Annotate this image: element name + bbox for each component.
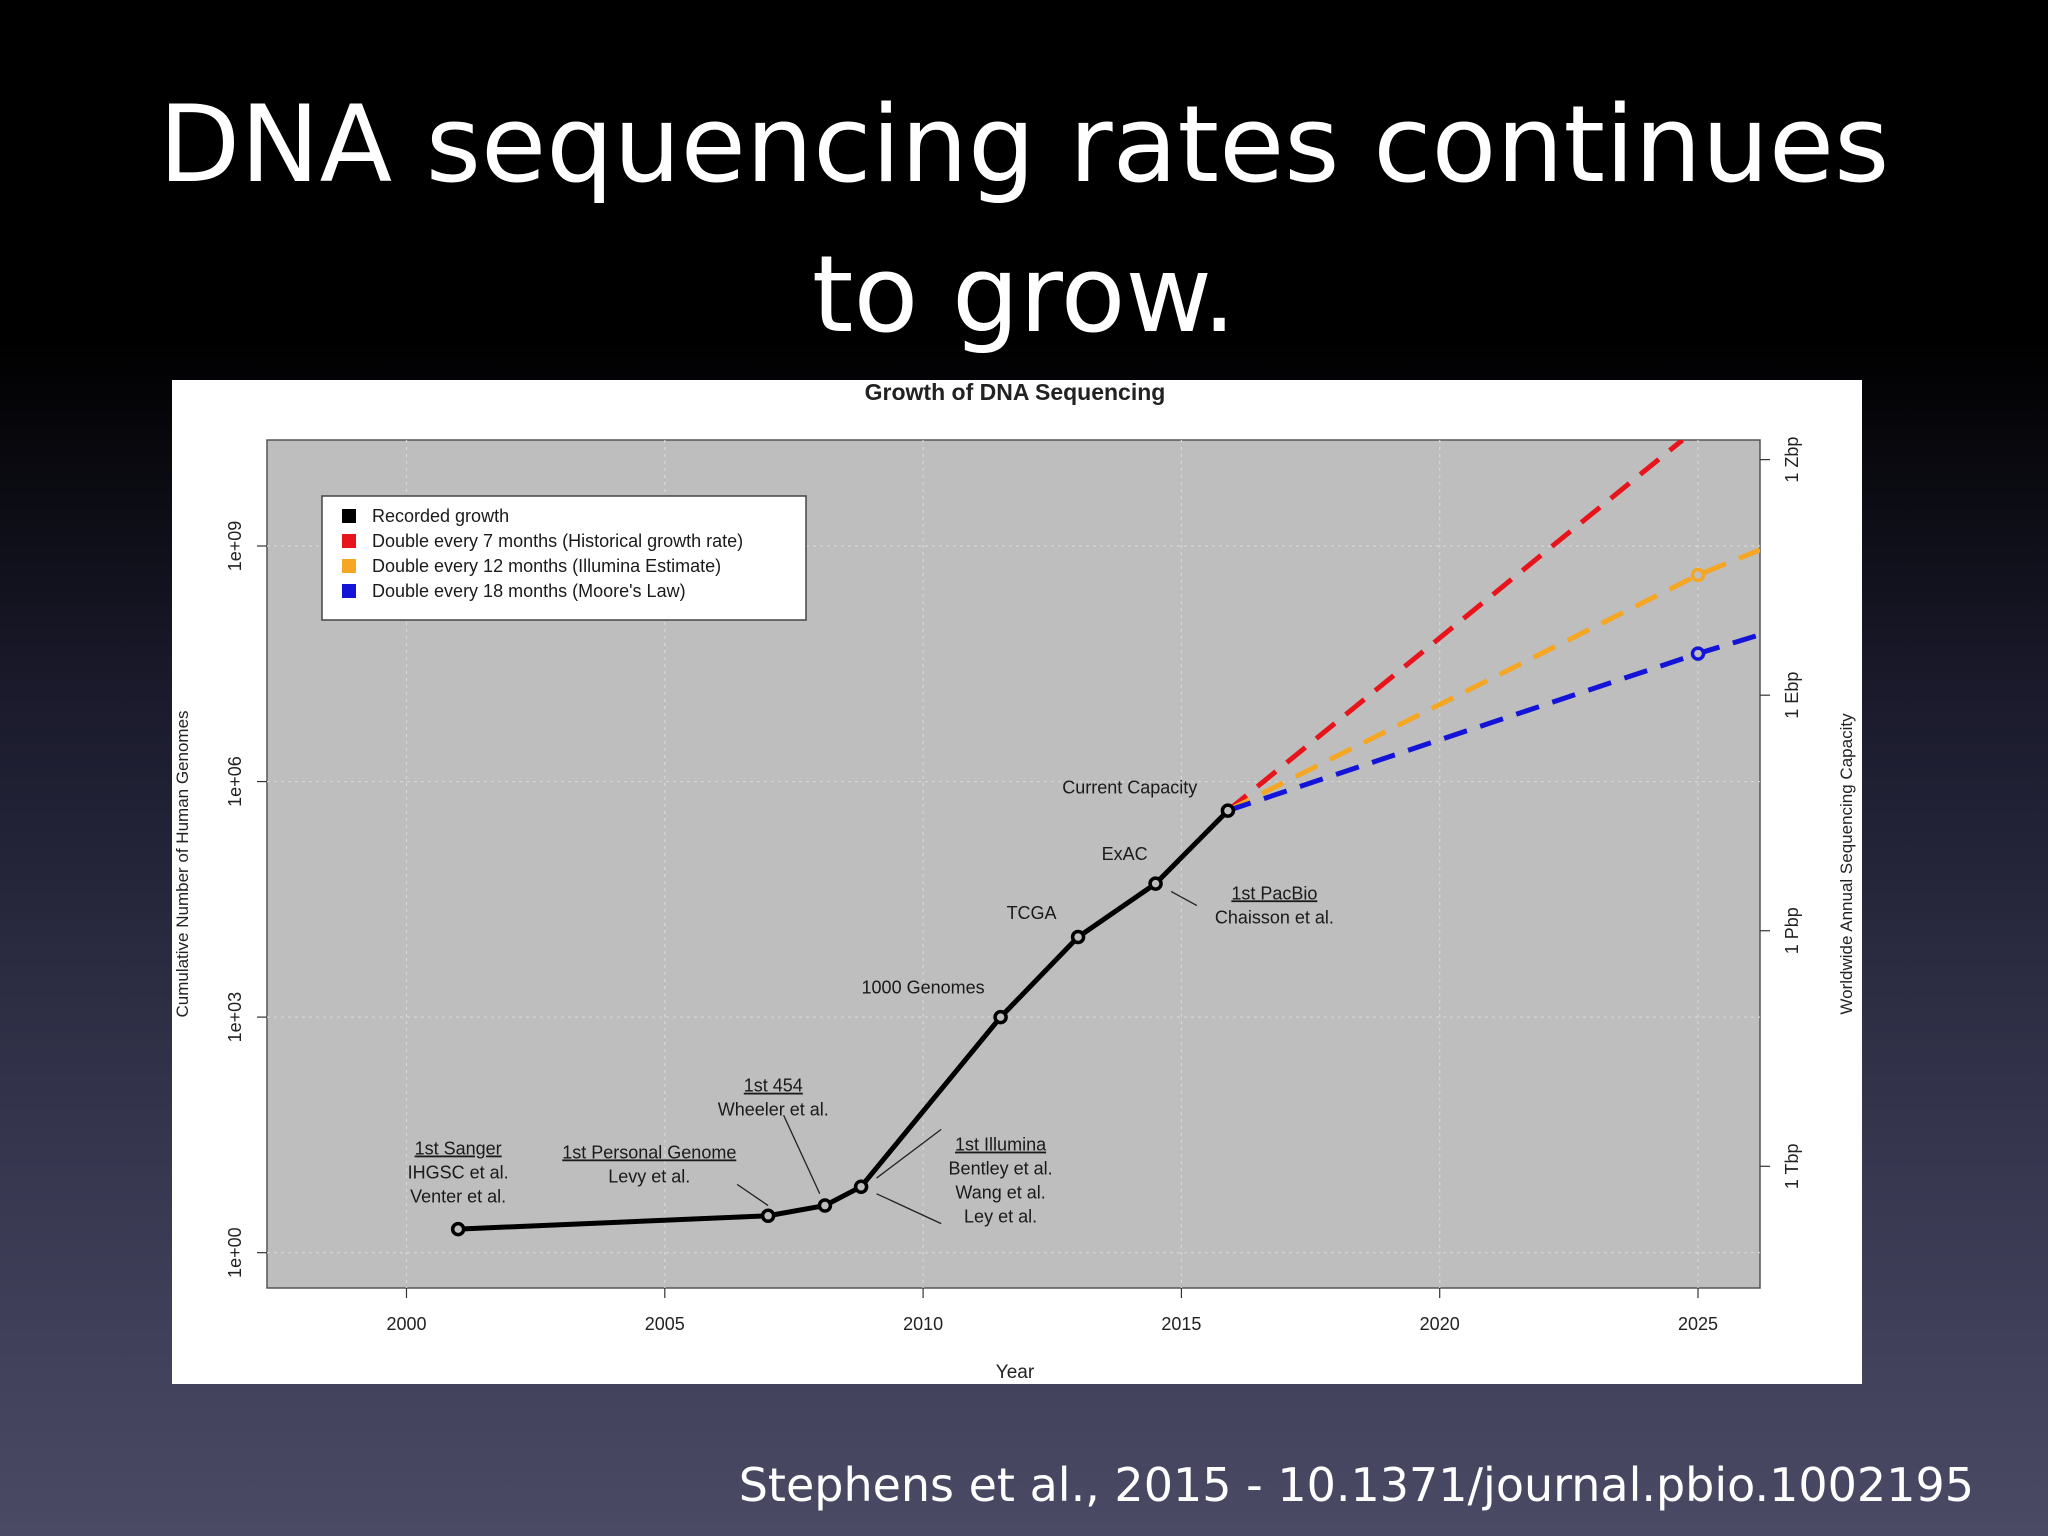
annotation-1-line-0: 1st Personal Genome [562, 1142, 736, 1162]
y-tick-label-0: 1e+00 [225, 1227, 245, 1278]
slide-title: DNA sequencing rates continues to grow. [0, 70, 2048, 370]
annotation-0-line-0: 1st Sanger [415, 1139, 502, 1159]
annotation-6: Current Capacity [1062, 777, 1197, 797]
y-axis-label: Cumulative Number of Human Genomes [173, 710, 192, 1017]
y-tick-label-2: 1e+06 [225, 756, 245, 807]
y2-tick-label-3: 1 Zbp [1782, 437, 1802, 483]
annotation-5-line-0: ExAC [1102, 844, 1148, 864]
legend-label-0: Recorded growth [372, 506, 509, 526]
data-point-5 [1070, 929, 1086, 945]
leader-line-1 [783, 1114, 821, 1195]
annotation-5: ExAC [1102, 844, 1148, 864]
leader-line-0 [736, 1183, 769, 1207]
slide-title-line-1: DNA sequencing rates continues [158, 83, 1890, 206]
x-tick-label-5: 2025 [1678, 1314, 1718, 1334]
citation: Stephens et al., 2015 - 10.1371/journal.… [738, 1458, 1974, 1512]
leader-line-3 [876, 1193, 942, 1225]
annotation-8-line-1: Bentley et al. [949, 1159, 1053, 1179]
annotation-2-line-1: Wheeler et al. [718, 1100, 829, 1120]
y-tick-label-3: 1e+09 [225, 521, 245, 572]
legend-box [321, 495, 807, 621]
annotation-2-line-0: 1st 454 [744, 1076, 803, 1096]
legend-swatch-1 [342, 534, 356, 548]
annotation-7-line-1: Chaisson et al. [1215, 907, 1334, 927]
y-tick-label-1: 1e+03 [225, 992, 245, 1043]
x-tick-label-1: 2005 [645, 1314, 685, 1334]
annotation-7-line-0: 1st PacBio [1231, 883, 1317, 903]
figure-panel: Growth of DNA Sequencing 2000 2005 2010 201… [172, 380, 1862, 1384]
slide-title-line-2: to grow. [811, 233, 1237, 356]
axes: 2000 2005 2010 2015 2020 2025 1e+00 1e+03 1e+06 1… [225, 437, 1802, 1334]
annotation-0: 1st Sanger IHGSC et al. Venter et al. [408, 1139, 509, 1207]
data-point-3 [853, 1179, 869, 1194]
legend-label-1: Double every 7 months (Historical growth… [372, 531, 743, 551]
growth-chart: Growth of DNA Sequencing 2000 2005 2010 201… [173, 380, 1856, 1383]
data-point-0 [450, 1221, 466, 1237]
annotation-1: 1st Personal Genome Levy et al. [562, 1142, 736, 1186]
annotation-8-line-0: 1st Illumina [955, 1135, 1047, 1155]
annotation-6-line-0: Current Capacity [1062, 777, 1197, 797]
data-point-1 [760, 1208, 776, 1224]
annotation-4: TCGA [1007, 903, 1057, 923]
legend-swatch-3 [342, 584, 356, 598]
x-axis-label: Year [996, 1362, 1035, 1383]
data-point-7 [1220, 803, 1236, 818]
data-point-4 [993, 1009, 1008, 1025]
series-line-2 [1226, 547, 1760, 813]
data-point-6 [1148, 876, 1163, 891]
annotation-3: 1000 Genomes [862, 978, 985, 998]
annotation-2: 1st 454 Wheeler et al. [718, 1076, 829, 1120]
x-tick-label-0: 2000 [386, 1314, 426, 1334]
annotation-0-line-1: IHGSC et al. [408, 1163, 509, 1183]
chart-title: Growth of DNA Sequencing [865, 380, 1166, 405]
annotation-3-line-0: 1000 Genomes [862, 978, 985, 998]
marker-layer [450, 567, 1706, 1237]
legend: Recorded growth Double every 7 months (Hi… [321, 495, 807, 621]
series-line-0 [458, 808, 1230, 1232]
data-point-2 [817, 1198, 833, 1213]
annotation-0-line-2: Venter et al. [410, 1187, 506, 1207]
y2-tick-label-1: 1 Pbp [1782, 907, 1802, 954]
y2-axis-label: Worldwide Annual Sequencing Capacity [1837, 713, 1856, 1015]
y2-tick-label-2: 1 Ebp [1782, 672, 1802, 719]
legend-swatch-0 [342, 509, 356, 523]
annotation-layer: 1st Sanger IHGSC et al. Venter et al. 1st P… [408, 777, 1334, 1226]
leader-layer [736, 890, 1198, 1225]
annotation-7: 1st PacBio Chaisson et al. [1215, 883, 1334, 927]
series-line-1 [1226, 440, 1685, 813]
leader-line-4 [1170, 890, 1198, 907]
annotation-8: 1st Illumina Bentley et al. Wang et al. Ley… [949, 1135, 1053, 1227]
x-tick-label-4: 2020 [1420, 1314, 1460, 1334]
leader-line-2 [876, 1128, 942, 1179]
annotation-8-line-2: Wang et al. [955, 1183, 1045, 1203]
annotation-1-line-1: Levy et al. [608, 1166, 690, 1186]
annotation-4-line-0: TCGA [1007, 903, 1057, 923]
legend-label-3: Double every 18 months (Moore's Law) [372, 581, 686, 601]
x-tick-label-2: 2010 [903, 1314, 943, 1334]
legend-label-2: Double every 12 months (Illumina Estimat… [372, 556, 721, 576]
annotation-8-line-3: Ley et al. [964, 1207, 1037, 1227]
y2-tick-label-0: 1 Tbp [1782, 1143, 1802, 1189]
legend-swatch-2 [342, 559, 356, 573]
data-point-8 [1690, 567, 1706, 583]
x-tick-label-3: 2015 [1161, 1314, 1201, 1334]
data-point-9 [1690, 646, 1706, 661]
